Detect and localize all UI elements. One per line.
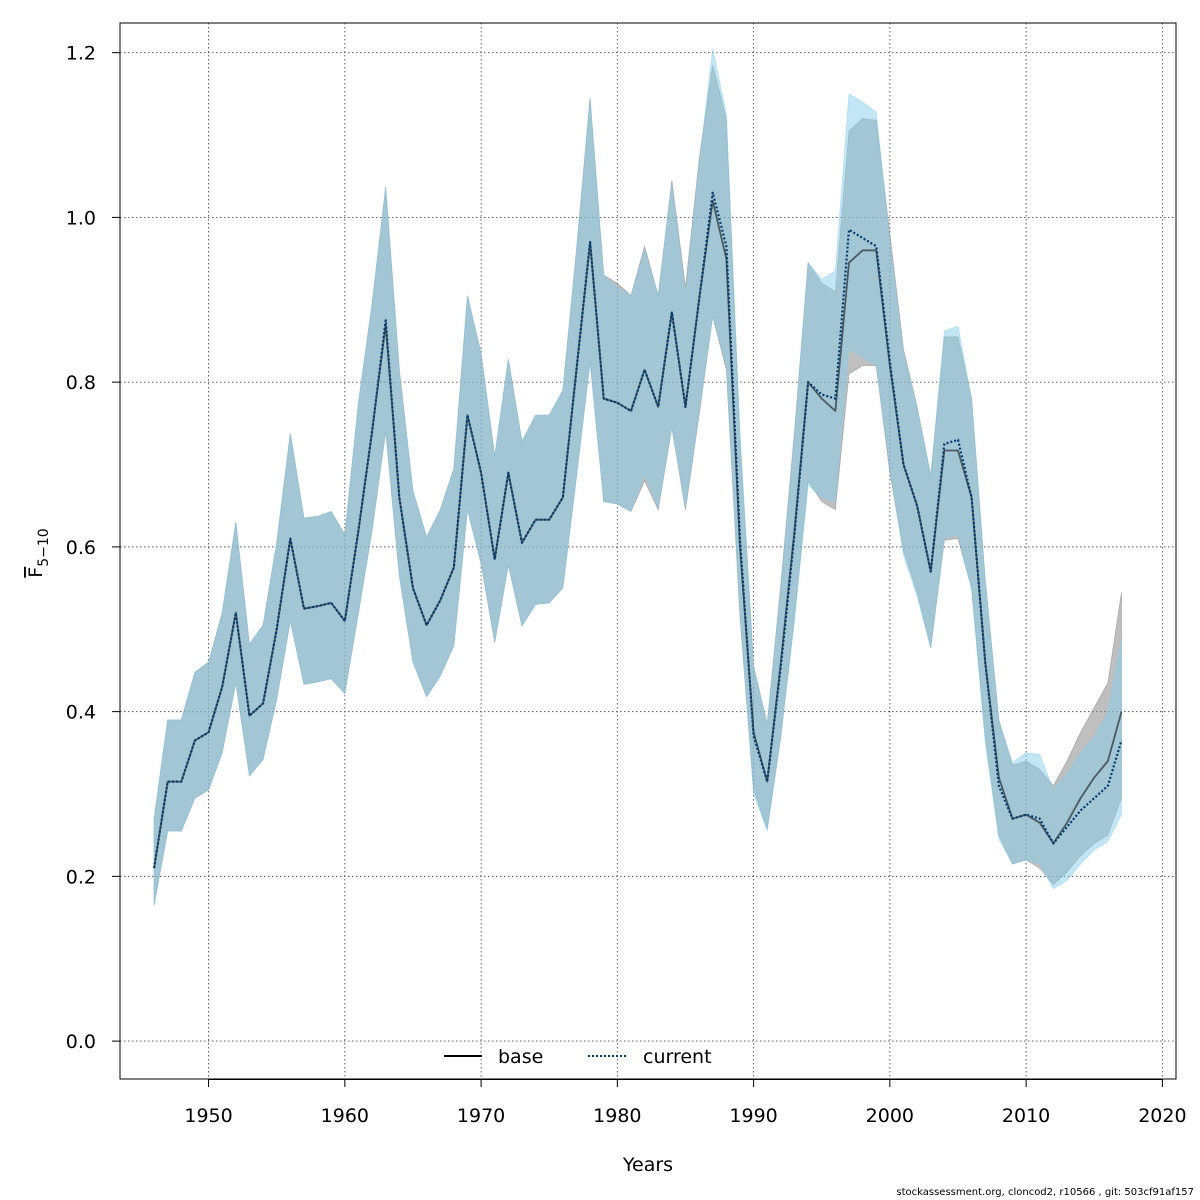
x-tick-label: 1950 (184, 1105, 232, 1127)
x-tick-label: 1980 (593, 1105, 641, 1127)
y-axis-title-main: F (25, 567, 47, 578)
legend-label-current: current (643, 1046, 712, 1068)
series-lines (152, 191, 1123, 869)
y-tick-label: 0.6 (66, 537, 96, 559)
y-tick-label: 1.2 (66, 43, 96, 65)
x-tick-label: 1990 (729, 1105, 777, 1127)
band-current (153, 48, 1122, 906)
svg-text:F5−10: F5−10 (25, 528, 52, 577)
x-tick-label: 1970 (457, 1105, 505, 1127)
axes: 1950 1960 1970 1980 1990 2000 2010 2020 0.0 0.2 0.… (66, 43, 1187, 1127)
y-axis-title-sub: 5−10 (36, 528, 52, 566)
x-axis-title: Years (622, 1154, 673, 1176)
line-current (152, 191, 1123, 869)
y-tick-label: 0.8 (66, 372, 96, 394)
x-tick-label: 2000 (866, 1105, 914, 1127)
legend-label-base: base (498, 1046, 543, 1068)
y-axis-title: F5−10 (25, 528, 52, 577)
x-tick-label: 2020 (1138, 1105, 1186, 1127)
x-tick-label: 1960 (321, 1105, 369, 1127)
footer-caption: stockassessment.org, cloncod2, r10566 , … (896, 1187, 1194, 1198)
legend: base current (444, 1046, 712, 1068)
y-tick-label: 0.2 (66, 866, 96, 888)
confidence-bands (153, 48, 1122, 906)
y-tick-label: 0.0 (66, 1031, 96, 1053)
y-tick-label: 1.0 (66, 207, 96, 229)
y-tick-label: 0.4 (66, 702, 96, 724)
x-tick-label: 2010 (1002, 1105, 1050, 1127)
